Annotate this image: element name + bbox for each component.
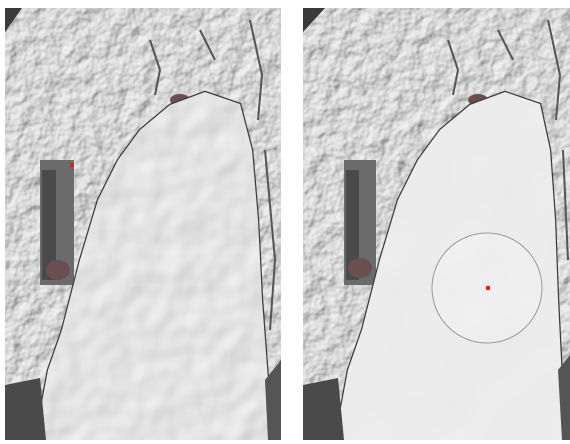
left-view — [5, 8, 281, 440]
cursor-point — [486, 286, 490, 290]
cursor-point — [70, 163, 74, 167]
dark-stone — [46, 260, 70, 280]
corner-shadow — [5, 378, 46, 440]
right-view — [303, 8, 570, 440]
corner-shadow — [303, 378, 344, 440]
dark-stone — [348, 258, 372, 278]
page — [0, 0, 570, 444]
scene — [0, 0, 570, 444]
